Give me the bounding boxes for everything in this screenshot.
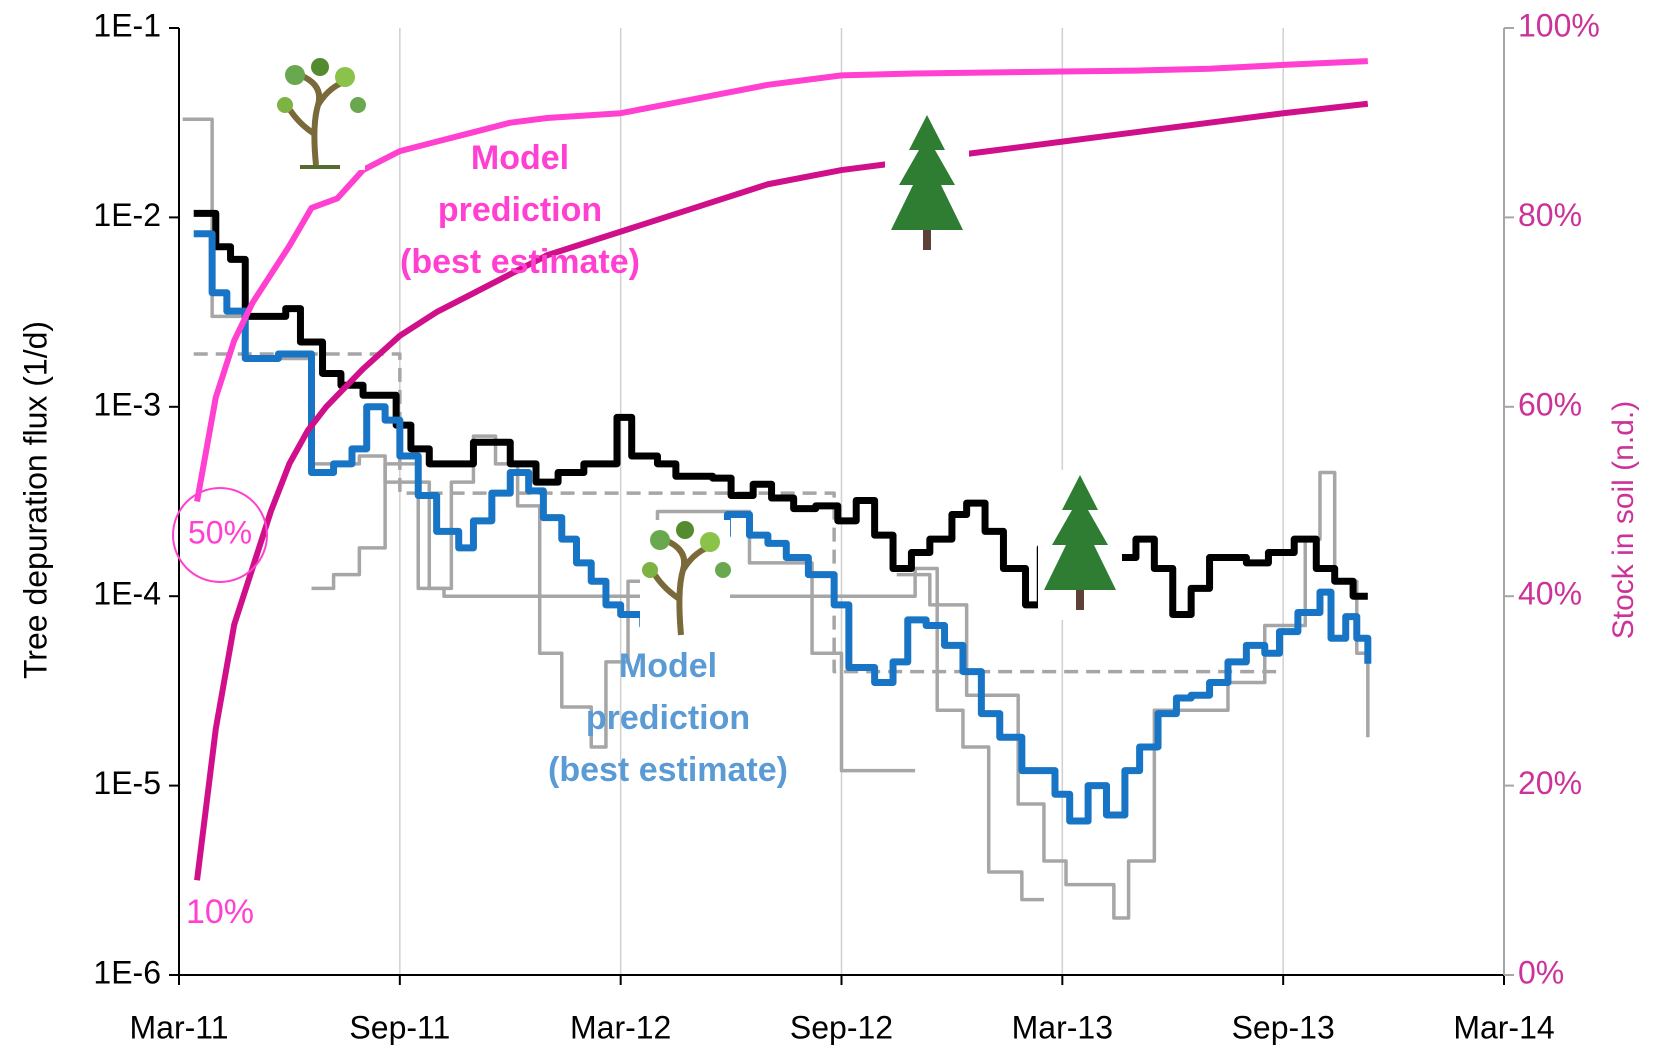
deciduous-tree-icon [640,520,731,640]
annotation: prediction [438,191,602,229]
annotation: (best estimate) [548,751,788,789]
y2-tick-label: 100% [1518,7,1600,43]
y2-tick-label: 0% [1518,954,1564,990]
conifer-icon [885,110,969,260]
conifer-icon [1038,470,1122,620]
annotation-circle [172,487,268,583]
x-tick-label: Sep-13 [1232,1009,1335,1045]
y-tick-label: 1E-4 [93,576,161,612]
stock-line [194,58,1368,503]
y-tick-label: 1E-1 [93,7,161,43]
axes: Mar-11 Sep-11 Mar-12 Sep-12 Mar-13 Sep-13 Mar-… [93,7,1599,1045]
annotation: Model [471,139,569,177]
y-tick-label: 1E-5 [93,765,161,801]
x-tick-label: Mar-11 [130,1009,229,1045]
y2-axis-label: Stock in soil (n.d.) [1607,401,1640,639]
plot-lines [182,58,1372,920]
stock-line [194,100,1369,881]
y2-tick-label: 20% [1518,765,1582,801]
y-tick-label: 1E-6 [93,954,161,990]
y2-tick-label: 80% [1518,197,1582,233]
y-axis-label: Tree depuration flux (1/d) [17,321,53,679]
y2-tick-label: 40% [1518,576,1582,612]
annotation: Model [619,647,717,685]
x-tick-label: Mar-13 [1012,1009,1113,1045]
flux-line [896,470,1370,920]
y-tick-label: 1E-2 [93,197,161,233]
flux-line [193,230,1372,825]
annotation: 50% [188,514,252,550]
annotation: 10% [186,893,254,931]
flux-line [193,209,1368,619]
y2-tick-label: 60% [1518,386,1582,422]
x-tick-label: Mar-12 [570,1009,671,1045]
tree-icons [275,58,1122,640]
x-tick-label: Sep-12 [790,1009,893,1045]
y-tick-label: 1E-3 [93,386,161,422]
flux-line [193,352,1284,674]
annotation: prediction [586,699,750,737]
deciduous-tree-icon [275,58,366,170]
x-tick-label: Mar-14 [1453,1009,1554,1045]
x-tick-label: Sep-11 [349,1009,450,1045]
annotation: (best estimate) [400,243,640,281]
